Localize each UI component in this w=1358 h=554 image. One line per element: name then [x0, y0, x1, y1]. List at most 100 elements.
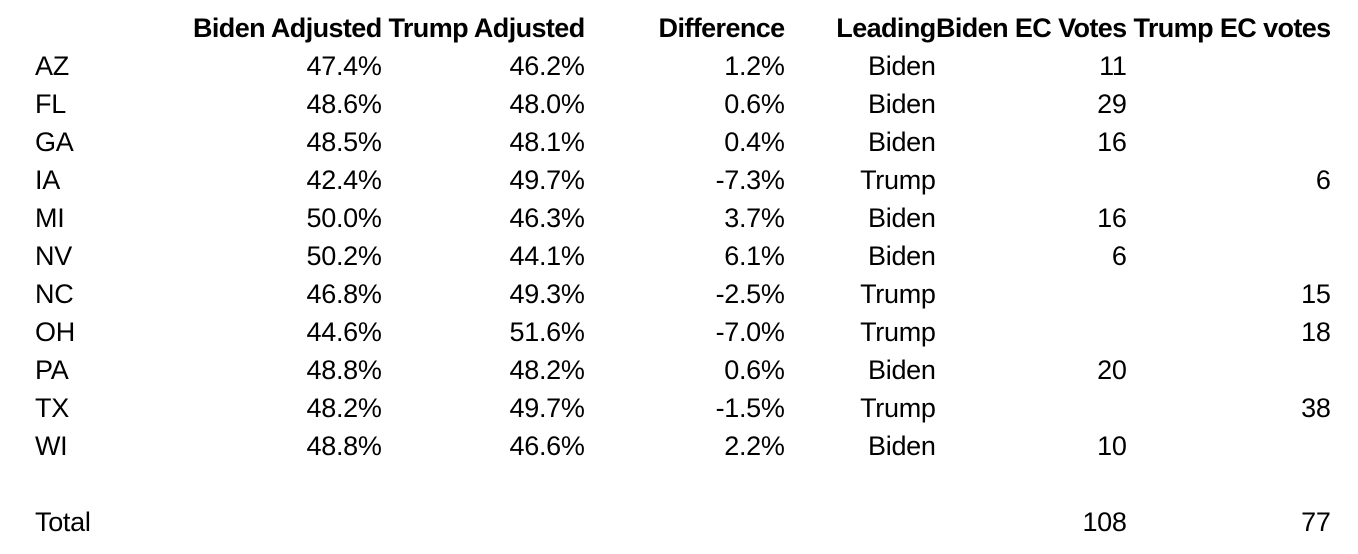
cell-difference: 2.2%: [724, 430, 785, 461]
spacer-row: [0, 465, 1331, 503]
total-row: Total 108 77: [0, 503, 1331, 541]
header-trump-adjusted: Trump Adjusted: [388, 12, 586, 43]
cell-state: FL: [35, 88, 66, 119]
cell-leading: Biden: [868, 126, 936, 157]
header-biden-ec-votes: Biden EC Votes: [935, 12, 1127, 43]
header-row: Biden Adjusted Trump Adjusted Difference…: [0, 9, 1331, 47]
cell-leading: Trump: [860, 164, 936, 195]
header-leading: Leading: [836, 12, 936, 43]
table-row: GA 48.5% 48.1% 0.4% Biden 16: [0, 123, 1331, 161]
cell-difference: -7.0%: [715, 316, 785, 347]
table-header: Biden Adjusted Trump Adjusted Difference…: [0, 9, 1331, 47]
cell-biden_ec: 6: [1111, 240, 1127, 271]
cell-state: AZ: [35, 50, 69, 81]
table-row: PA 48.8% 48.2% 0.6% Biden 20: [0, 351, 1331, 389]
table-row: FL 48.6% 48.0% 0.6% Biden 29: [0, 85, 1331, 123]
cell-difference: -1.5%: [715, 392, 785, 423]
cell-biden_ec: [936, 161, 1127, 199]
cell-biden_adj: 42.4%: [306, 164, 382, 195]
table-row: TX 48.2% 49.7% -1.5% Trump 38: [0, 389, 1331, 427]
table-row: NC 46.8% 49.3% -2.5% Trump 15: [0, 275, 1331, 313]
cell-biden_ec: [936, 389, 1127, 427]
total-biden-ec-votes: 108: [1082, 506, 1127, 537]
cell-biden_adj: 48.8%: [306, 430, 382, 461]
cell-trump_ec: [1127, 351, 1331, 389]
header-biden-adjusted: Biden Adjusted: [193, 12, 382, 43]
cell-trump_adj: 46.2%: [509, 50, 585, 81]
results-table: Biden Adjusted Trump Adjusted Difference…: [0, 9, 1331, 541]
cell-leading: Biden: [868, 430, 936, 461]
cell-state: TX: [35, 392, 69, 423]
total-label: Total: [35, 506, 91, 537]
cell-biden_ec: [936, 275, 1127, 313]
header-difference: Difference: [658, 12, 786, 43]
cell-state: GA: [35, 126, 74, 157]
cell-empty: [193, 503, 382, 541]
cell-biden_adj: 50.2%: [306, 240, 382, 271]
cell-biden_ec: 20: [1097, 354, 1127, 385]
cell-trump_ec: 6: [1315, 164, 1331, 195]
cell-trump_ec: [1127, 237, 1331, 275]
table-row: IA 42.4% 49.7% -7.3% Trump 6: [0, 161, 1331, 199]
cell-trump_ec: [1127, 47, 1331, 85]
cell-leading: Biden: [868, 202, 936, 233]
cell-biden_adj: 48.5%: [306, 126, 382, 157]
table-body: AZ 47.4% 46.2% 1.2% Biden 11 FL 48.6% 48.0% 0.6% B…: [0, 47, 1331, 465]
cell-trump_ec: [1127, 199, 1331, 237]
header-state: [0, 9, 193, 47]
cell-difference: 0.4%: [724, 126, 785, 157]
cell-trump_adj: 48.0%: [509, 88, 585, 119]
cell-leading: Trump: [860, 316, 936, 347]
cell-trump_adj: 46.6%: [509, 430, 585, 461]
cell-trump_ec: [1127, 427, 1331, 465]
table-row: NV 50.2% 44.1% 6.1% Biden 6: [0, 237, 1331, 275]
cell-difference: -2.5%: [715, 278, 785, 309]
cell-difference: 1.2%: [724, 50, 785, 81]
cell-difference: 0.6%: [724, 354, 785, 385]
cell-trump_ec: 38: [1301, 392, 1331, 423]
cell-biden_ec: 16: [1097, 202, 1127, 233]
table-row: MI 50.0% 46.3% 3.7% Biden 16: [0, 199, 1331, 237]
cell-empty: [785, 503, 936, 541]
cell-state: IA: [35, 164, 60, 195]
table-row: WI 48.8% 46.6% 2.2% Biden 10: [0, 427, 1331, 465]
cell-biden_adj: 50.0%: [306, 202, 382, 233]
cell-state: OH: [35, 316, 75, 347]
spreadsheet-area: Biden Adjusted Trump Adjusted Difference…: [0, 9, 1331, 541]
cell-trump_adj: 46.3%: [509, 202, 585, 233]
cell-biden_ec: 16: [1097, 126, 1127, 157]
cell-difference: 6.1%: [724, 240, 785, 271]
cell-trump_ec: 18: [1301, 316, 1331, 347]
cell-empty: [382, 503, 585, 541]
spacer-cell: [0, 465, 1331, 503]
cell-leading: Biden: [868, 50, 936, 81]
table-row: AZ 47.4% 46.2% 1.2% Biden 11: [0, 47, 1331, 85]
table-row: OH 44.6% 51.6% -7.0% Trump 18: [0, 313, 1331, 351]
cell-trump_adj: 51.6%: [509, 316, 585, 347]
cell-state: MI: [35, 202, 65, 233]
cell-biden_adj: 44.6%: [306, 316, 382, 347]
cell-trump_adj: 44.1%: [509, 240, 585, 271]
cell-trump_adj: 48.1%: [509, 126, 585, 157]
table-footer: Total 108 77: [0, 465, 1331, 541]
total-trump-ec-votes: 77: [1301, 506, 1331, 537]
cell-state: NC: [35, 278, 74, 309]
cell-trump_ec: [1127, 123, 1331, 161]
cell-trump_adj: 49.3%: [509, 278, 585, 309]
cell-trump_adj: 49.7%: [509, 164, 585, 195]
cell-biden_ec: 11: [1099, 50, 1127, 81]
cell-biden_ec: [936, 313, 1127, 351]
cell-biden_ec: 10: [1097, 430, 1127, 461]
cell-leading: Trump: [860, 278, 936, 309]
cell-leading: Biden: [868, 88, 936, 119]
cell-biden_adj: 46.8%: [306, 278, 382, 309]
cell-trump_ec: [1127, 85, 1331, 123]
header-trump-ec-votes: Trump EC votes: [1133, 12, 1331, 43]
cell-trump_ec: 15: [1301, 278, 1331, 309]
cell-biden_adj: 48.8%: [306, 354, 382, 385]
cell-empty: [585, 503, 785, 541]
cell-biden_ec: 29: [1097, 88, 1127, 119]
cell-state: NV: [35, 240, 72, 271]
cell-biden_adj: 47.4%: [306, 50, 382, 81]
cell-state: WI: [35, 430, 68, 461]
